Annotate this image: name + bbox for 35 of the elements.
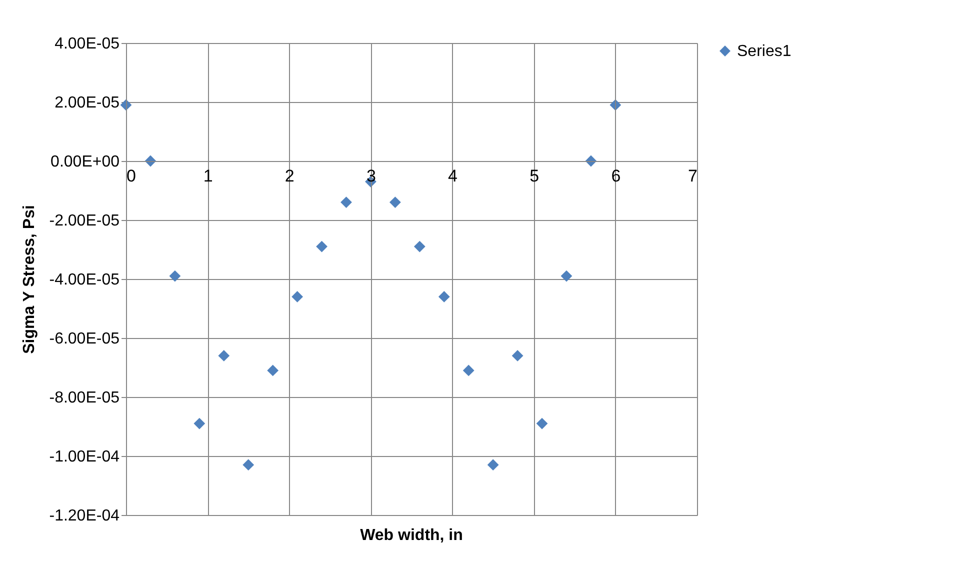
point: [512, 350, 524, 362]
point: [462, 364, 474, 376]
point: [340, 196, 352, 208]
x-axis-title: Web width, in: [360, 527, 463, 544]
x-tick-label: 6: [611, 166, 621, 186]
x-tick-label: 4: [448, 166, 458, 186]
point: [242, 459, 254, 471]
y-tick-label: 0.00E+00: [50, 154, 120, 170]
point: [169, 270, 181, 282]
point: [560, 270, 572, 282]
point: [389, 196, 401, 208]
x-tick-label: 5: [530, 166, 540, 186]
y-tick-label: -1.20E-04: [49, 508, 120, 524]
x-tick-label: 1: [203, 166, 213, 186]
y-tick-label: -1.00E-04: [49, 448, 120, 466]
y-tick-label: -2.00E-05: [49, 212, 120, 230]
y-tick-label: -6.00E-05: [49, 330, 120, 348]
point: [536, 418, 548, 430]
y-tick-label: 4.00E-05: [54, 36, 120, 52]
point: [438, 291, 450, 302]
point: [194, 418, 206, 430]
y-tick-label: 2.00E-05: [54, 94, 120, 112]
y-tick-label: -4.00E-05: [49, 272, 120, 288]
point: [292, 291, 303, 302]
point: [414, 240, 426, 252]
point: [218, 350, 230, 362]
x-tick-label: 7: [688, 166, 698, 186]
x-tick-label: 0: [126, 166, 136, 186]
y-axis-title: Sigma Y Stress, Psi: [21, 205, 38, 354]
point: [487, 459, 499, 471]
legend-label: Series1: [737, 43, 792, 60]
y-tick-label: -8.00E-05: [49, 390, 120, 406]
x-tick-label: 2: [284, 166, 294, 186]
point: [267, 364, 279, 376]
point: [316, 240, 328, 252]
